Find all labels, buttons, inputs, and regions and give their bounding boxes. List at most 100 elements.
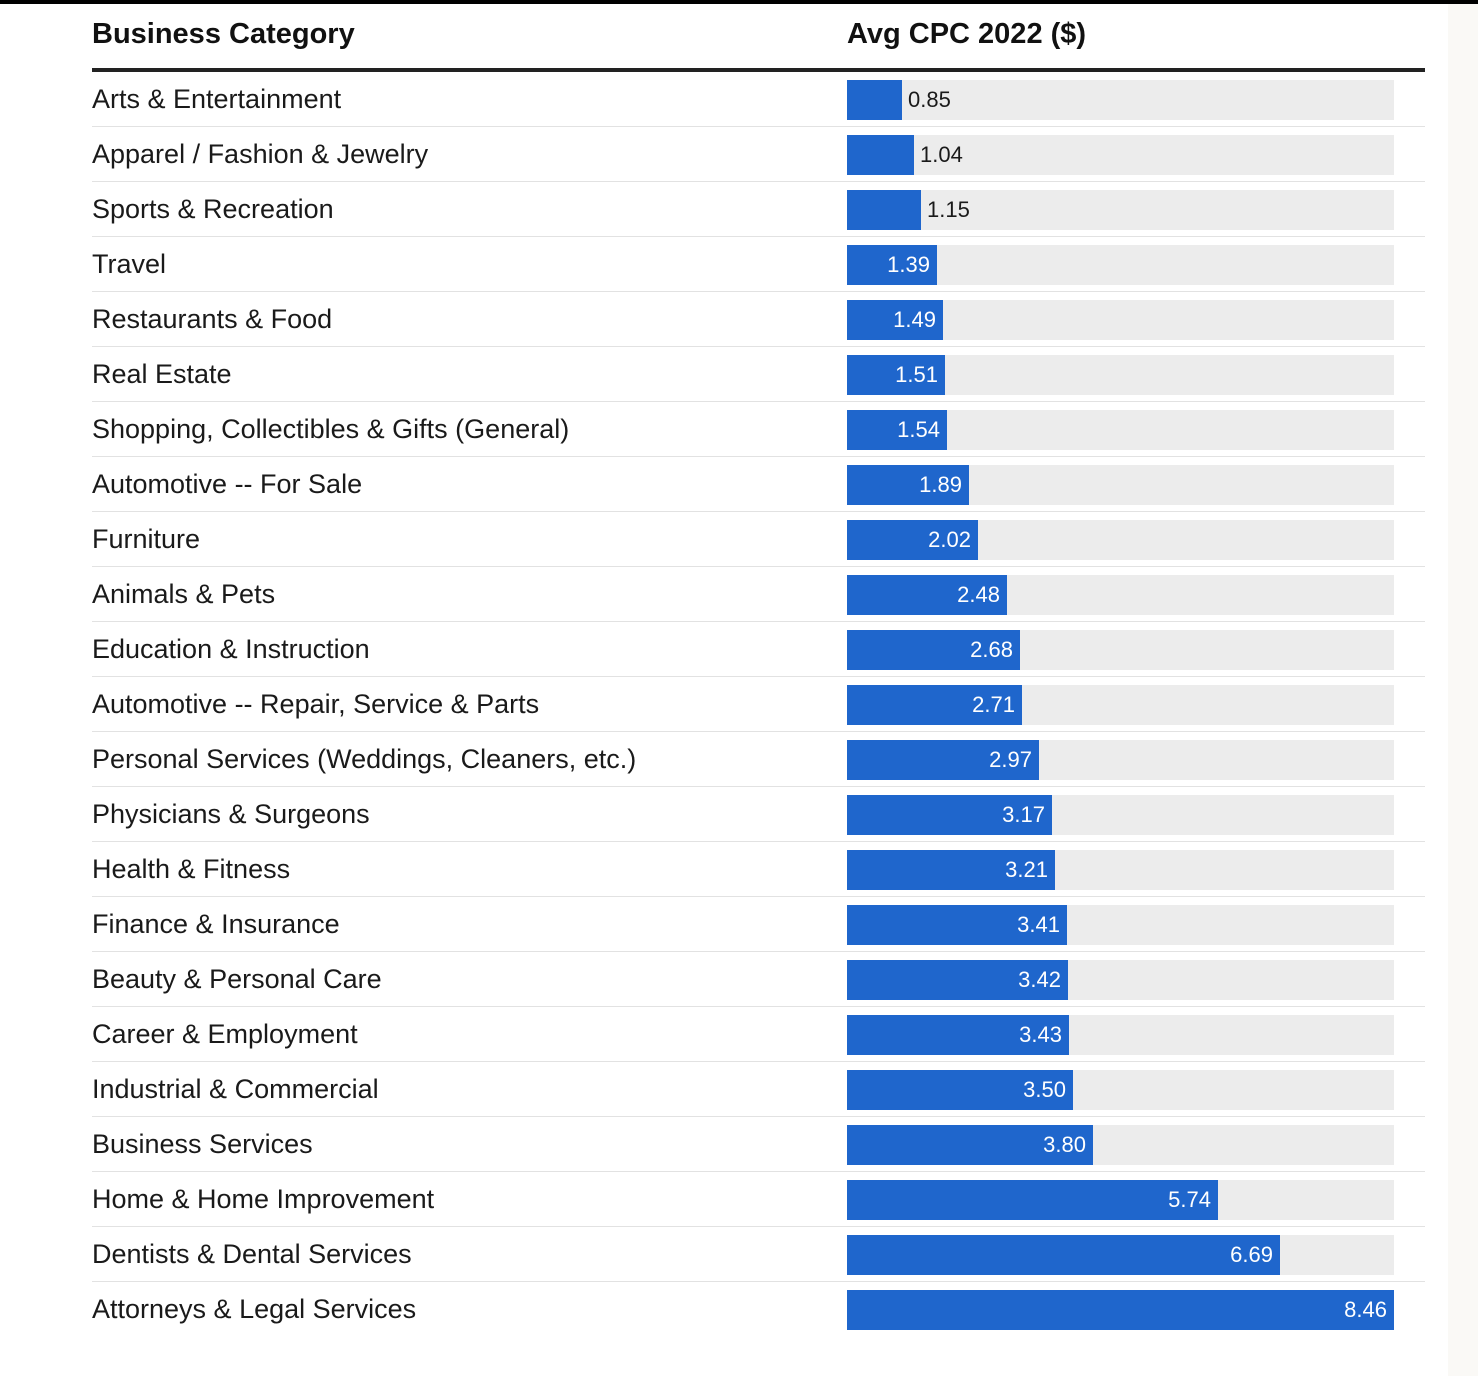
table-row: Business Services 3.80: [92, 1117, 1425, 1172]
bar-value-label: 1.39: [887, 252, 930, 277]
table-row: Industrial & Commercial 3.50: [92, 1062, 1425, 1117]
row-category-label: Travel: [92, 249, 167, 279]
bar-track: 2.48: [847, 575, 1394, 615]
bar-fill: [847, 685, 1022, 725]
bar-track: 5.74: [847, 1180, 1394, 1220]
row-category-label: Automotive -- Repair, Service & Parts: [92, 689, 540, 719]
bar-value-label: 3.43: [1019, 1022, 1062, 1047]
table-row: Apparel / Fashion & Jewelry 1.04: [92, 127, 1425, 182]
table-row: Sports & Recreation 1.15: [92, 182, 1425, 237]
bar-value-label: 6.69: [1230, 1242, 1273, 1267]
table-row: Health & Fitness 3.21: [92, 842, 1425, 897]
cpc-table: Business Category Avg CPC 2022 ($) Arts …: [92, 4, 1425, 1336]
bar-track: 3.80: [847, 1125, 1394, 1165]
bar-value-label: 2.68: [970, 637, 1013, 662]
table-row: Shopping, Collectibles & Gifts (General)…: [92, 402, 1425, 457]
row-category-label: Real Estate: [92, 359, 232, 389]
bar-value-label: 1.49: [893, 307, 936, 332]
row-category-label: Business Services: [92, 1129, 313, 1159]
bar-fill: [847, 1015, 1069, 1055]
bar-value-label: 5.74: [1168, 1187, 1211, 1212]
table-row: Furniture 2.02: [92, 512, 1425, 567]
table-row: Automotive -- Repair, Service & Parts 2.7…: [92, 677, 1425, 732]
bar-track: 3.41: [847, 905, 1394, 945]
table-row: Arts & Entertainment 0.85: [92, 72, 1425, 127]
bar-track: 1.04: [847, 135, 1394, 175]
table-row: Animals & Pets 2.48: [92, 567, 1425, 622]
row-category-label: Apparel / Fashion & Jewelry: [92, 139, 429, 169]
top-border: [0, 0, 1478, 4]
bar-fill: [847, 135, 914, 175]
table-row: Travel 1.39: [92, 237, 1425, 292]
row-category-label: Physicians & Surgeons: [92, 799, 370, 829]
table-row: Finance & Insurance 3.41: [92, 897, 1425, 952]
bar-value-label: 1.51: [895, 362, 938, 387]
table-header: Business Category Avg CPC 2022 ($): [92, 4, 1425, 72]
bar-value-label: 3.80: [1043, 1132, 1086, 1157]
bar-fill: [847, 960, 1068, 1000]
row-category-label: Automotive -- For Sale: [92, 469, 363, 499]
row-category-label: Career & Employment: [92, 1019, 358, 1049]
row-category-label: Restaurants & Food: [92, 304, 333, 334]
bar-value-label: 2.97: [989, 747, 1032, 772]
row-category-label: Industrial & Commercial: [92, 1074, 379, 1104]
bar-fill: [847, 355, 945, 395]
bar-fill: [847, 465, 969, 505]
bar-track: 3.17: [847, 795, 1394, 835]
row-category-label: Personal Services (Weddings, Cleaners, e…: [92, 744, 637, 774]
row-category-label: Furniture: [92, 524, 201, 554]
bar-fill: [847, 1180, 1218, 1220]
row-category-label: Animals & Pets: [92, 579, 276, 609]
table-row: Restaurants & Food 1.49: [92, 292, 1425, 347]
bar-value-label: 2.48: [957, 582, 1000, 607]
bar-fill: [847, 1290, 1394, 1330]
bar-track: 3.21: [847, 850, 1394, 890]
table-row: Real Estate 1.51: [92, 347, 1425, 402]
header-avg-cpc[interactable]: Avg CPC 2022 ($): [847, 18, 1087, 50]
bar-value-label: 2.71: [972, 692, 1015, 717]
bar-value-label: 2.02: [928, 527, 971, 552]
table-row: Attorneys & Legal Services 8.46: [92, 1282, 1425, 1336]
bar-fill: [847, 190, 921, 230]
table-row: Education & Instruction 2.68: [92, 622, 1425, 677]
bar-track: 8.46: [847, 1290, 1394, 1330]
bar-track: 2.68: [847, 630, 1394, 670]
header-business-category[interactable]: Business Category: [92, 18, 355, 50]
bar-value-label: 3.21: [1005, 857, 1048, 882]
row-category-label: Shopping, Collectibles & Gifts (General): [92, 414, 570, 444]
page-side-strip: [1448, 4, 1478, 1376]
bar-track: 2.02: [847, 520, 1394, 560]
bar-value-label: 1.54: [897, 417, 940, 442]
bar-track: 3.43: [847, 1015, 1394, 1055]
bar-track: 1.49: [847, 300, 1394, 340]
bar-fill: [847, 740, 1039, 780]
row-category-label: Finance & Insurance: [92, 909, 340, 939]
row-category-label: Home & Home Improvement: [92, 1184, 435, 1214]
bar-value-label: 3.50: [1023, 1077, 1066, 1102]
bar-track: 1.89: [847, 465, 1394, 505]
row-category-label: Beauty & Personal Care: [92, 964, 382, 994]
row-category-label: Dentists & Dental Services: [92, 1239, 412, 1269]
table-row: Dentists & Dental Services 6.69: [92, 1227, 1425, 1282]
table-body: Arts & Entertainment 0.85 Apparel / Fashio…: [92, 72, 1425, 1336]
bar-fill: [847, 630, 1020, 670]
row-category-label: Education & Instruction: [92, 634, 370, 664]
bar-fill: [847, 850, 1055, 890]
row-category-label: Attorneys & Legal Services: [92, 1294, 417, 1324]
bar-track: 3.42: [847, 960, 1394, 1000]
row-category-label: Arts & Entertainment: [92, 84, 342, 114]
bar-track: 2.71: [847, 685, 1394, 725]
table-row: Physicians & Surgeons 3.17: [92, 787, 1425, 842]
bar-fill: [847, 1235, 1280, 1275]
bar-fill: [847, 80, 902, 120]
table-row: Home & Home Improvement 5.74: [92, 1172, 1425, 1227]
bar-value-label: 3.42: [1018, 967, 1061, 992]
bar-track: 0.85: [847, 80, 1394, 120]
bar-track: 1.39: [847, 245, 1394, 285]
bar-value-label: 1.15: [927, 197, 970, 222]
bar-fill: [847, 410, 947, 450]
bar-value-label: 3.17: [1002, 802, 1045, 827]
bar-value-label: 1.04: [920, 142, 963, 167]
bar-value-label: 0.85: [908, 87, 951, 112]
bar-fill: [847, 245, 937, 285]
